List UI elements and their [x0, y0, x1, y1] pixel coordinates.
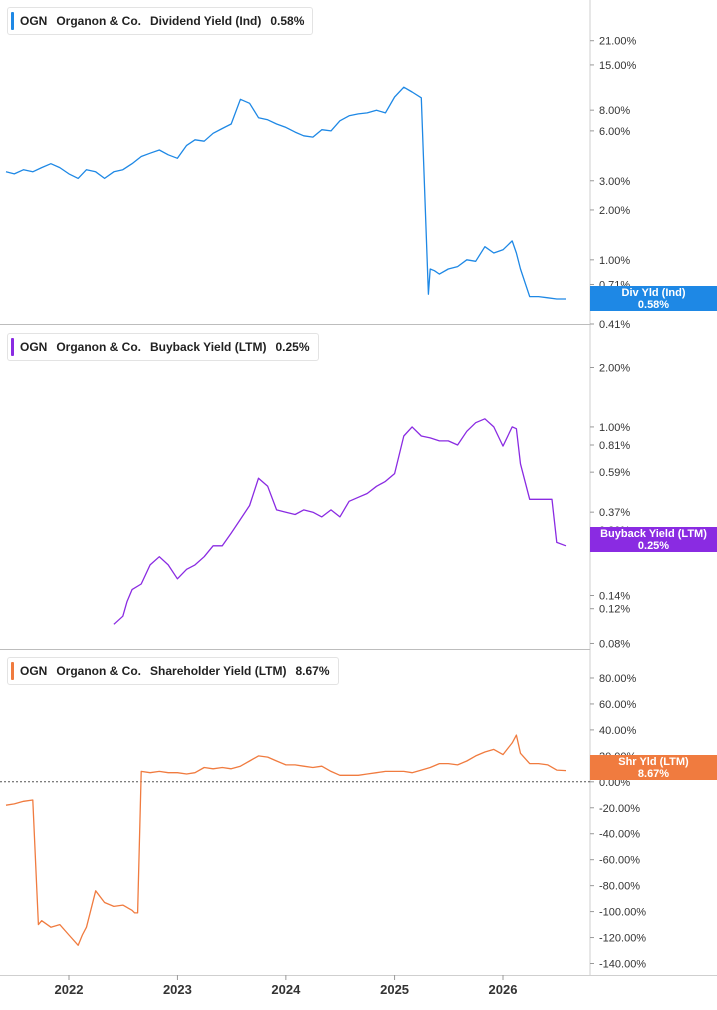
y-tick-label: 2.00% [599, 205, 630, 217]
y-tick-label: -20.00% [599, 803, 640, 815]
legend-dividend-yield[interactable]: OGN Organon & Co. Dividend Yield (Ind) 0.58… [7, 7, 314, 35]
legend-company: Organon & Co. [56, 14, 142, 28]
y-tick-label: 0.81% [599, 440, 630, 452]
legend-value: 0.58% [270, 14, 305, 28]
x-tick-label: 2022 [55, 982, 84, 997]
series-line [5, 86, 566, 300]
legend-color-bar [11, 338, 14, 356]
legend-company: Organon & Co. [56, 340, 142, 354]
value-tag-label: Div Yld (Ind) [621, 287, 686, 299]
value-tag-value: 8.67% [637, 768, 670, 780]
y-tick-label: 8.00% [599, 105, 630, 117]
legend-ticker: OGN [20, 664, 48, 678]
series-line [5, 734, 567, 946]
y-tick-label: 40.00% [599, 725, 637, 737]
y-tick-label: 0.37% [599, 507, 630, 519]
legend-color-bar [11, 662, 14, 680]
y-tick-label: -60.00% [599, 855, 640, 867]
value-tag-buyback-yield: Buyback Yield (LTM) 0.25% [590, 527, 717, 552]
y-tick-label: 6.00% [599, 126, 630, 138]
value-tag-shareholder-yield: Shr Yld (LTM) 8.67% [590, 755, 717, 780]
x-tick-label: 2024 [271, 982, 301, 997]
series-line [113, 418, 567, 625]
value-tag-value: 0.25% [637, 540, 670, 552]
legend-color-bar [11, 12, 14, 30]
y-tick-label: 1.00% [599, 255, 630, 267]
x-tick-label: 2026 [489, 982, 518, 997]
y-tick-label: 3.00% [599, 176, 630, 188]
y-tick-label: 2.00% [599, 362, 630, 374]
y-tick-label: 80.00% [599, 673, 637, 685]
value-tag-value: 0.58% [637, 299, 670, 311]
legend-buyback-yield[interactable]: OGN Organon & Co. Buyback Yield (LTM) 0.25% [7, 333, 319, 361]
y-tick-label: 0.12% [599, 604, 630, 616]
y-tick-label: 0.41% [599, 319, 630, 331]
legend-metric: Buyback Yield (LTM) [150, 340, 267, 354]
legend-value: 0.25% [275, 340, 310, 354]
legend-value: 8.67% [295, 664, 330, 678]
y-tick-label: 1.00% [599, 422, 630, 434]
y-tick-label: 21.00% [599, 36, 637, 48]
x-tick-label: 2025 [380, 982, 409, 997]
value-tag-label: Shr Yld (LTM) [618, 756, 689, 768]
value-tag-dividend-yield: Div Yld (Ind) 0.58% [590, 286, 717, 311]
y-tick-label: 15.00% [599, 60, 637, 72]
legend-metric: Shareholder Yield (LTM) [150, 664, 287, 678]
value-tag-label: Buyback Yield (LTM) [600, 528, 707, 540]
y-tick-label: -140.00% [599, 959, 646, 971]
y-tick-label: -120.00% [599, 933, 646, 945]
legend-company: Organon & Co. [56, 664, 142, 678]
legend-ticker: OGN [20, 340, 48, 354]
y-tick-label: -100.00% [599, 907, 646, 919]
legend-metric: Dividend Yield (Ind) [150, 14, 262, 28]
y-tick-label: 60.00% [599, 699, 637, 711]
y-tick-label: -80.00% [599, 881, 640, 893]
x-tick-label: 2023 [163, 982, 192, 997]
y-tick-label: 0.08% [599, 638, 630, 650]
legend-ticker: OGN [20, 14, 48, 28]
y-tick-label: 0.59% [599, 467, 630, 479]
y-tick-label: 0.14% [599, 590, 630, 602]
y-tick-label: -40.00% [599, 829, 640, 841]
legend-shareholder-yield[interactable]: OGN Organon & Co. Shareholder Yield (LTM) 8… [7, 657, 339, 685]
